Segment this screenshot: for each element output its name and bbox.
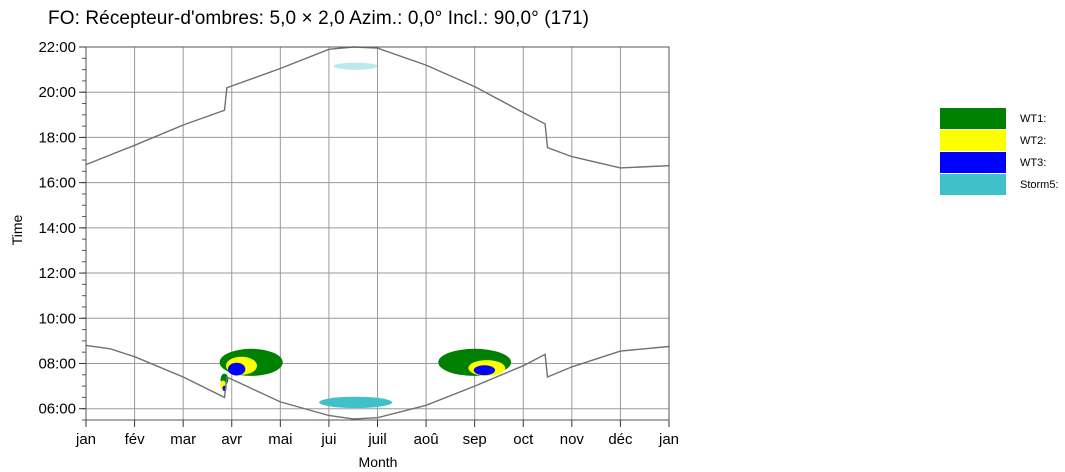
legend-label: WT1: [1020, 113, 1047, 125]
x-tick-label: avr [221, 431, 242, 448]
x-tick-label: juil [367, 431, 386, 448]
y-tick-label: 22:00 [38, 39, 76, 56]
x-tick-label: mar [170, 431, 196, 448]
legend-swatch [940, 108, 1006, 129]
legend-label: WT3: [1020, 157, 1047, 169]
legend-swatch [940, 152, 1006, 173]
y-tick-label: 10:00 [38, 310, 76, 327]
x-tick-label: oct [513, 431, 534, 448]
shadow-region-storm5 [333, 62, 378, 70]
y-tick-label: 06:00 [38, 401, 76, 418]
x-tick-label: aoû [414, 431, 439, 448]
axes-layer: 22:00 20:00 18:00 16:00 14:00 12:00 10:00 08:00… [38, 39, 679, 448]
x-tick-label: jui [320, 431, 336, 448]
x-axis-label: Month [359, 454, 398, 470]
chart-title: FO: Récepteur-d'ombres: 5,0 × 2,0 Azim.:… [48, 8, 590, 29]
legend-label: WT2: [1020, 135, 1047, 147]
shadow-region-storm5 [319, 396, 393, 409]
x-tick-label: fév [125, 431, 146, 448]
x-tick-label: déc [608, 431, 633, 448]
y-tick-label: 08:00 [38, 355, 76, 372]
plot-frame [85, 46, 670, 421]
y-tick-label: 20:00 [38, 84, 76, 101]
y-axis-label: Time [9, 214, 25, 245]
x-tick-label: mai [268, 431, 292, 448]
sunset-curve [85, 46, 670, 169]
y-tick-label: 16:00 [38, 175, 76, 192]
y-tick-label: 18:00 [38, 129, 76, 146]
sun-curves-layer [85, 46, 670, 420]
legend-swatch [940, 174, 1006, 195]
legend-swatch [940, 130, 1006, 151]
sunrise-curve [85, 344, 670, 420]
x-tick-label: jan [75, 431, 96, 448]
legend-label: Storm5: [1020, 179, 1059, 191]
y-tick-label: 14:00 [38, 220, 76, 237]
shadow-region-wt3 [227, 362, 246, 376]
shadow-regions-layer [219, 62, 512, 409]
x-tick-label: sep [463, 431, 487, 448]
y-tick-label: 12:00 [38, 265, 76, 282]
x-tick-label: jan [658, 431, 679, 448]
shadow-region-wt3 [473, 365, 496, 376]
x-tick-label: nov [560, 431, 585, 448]
